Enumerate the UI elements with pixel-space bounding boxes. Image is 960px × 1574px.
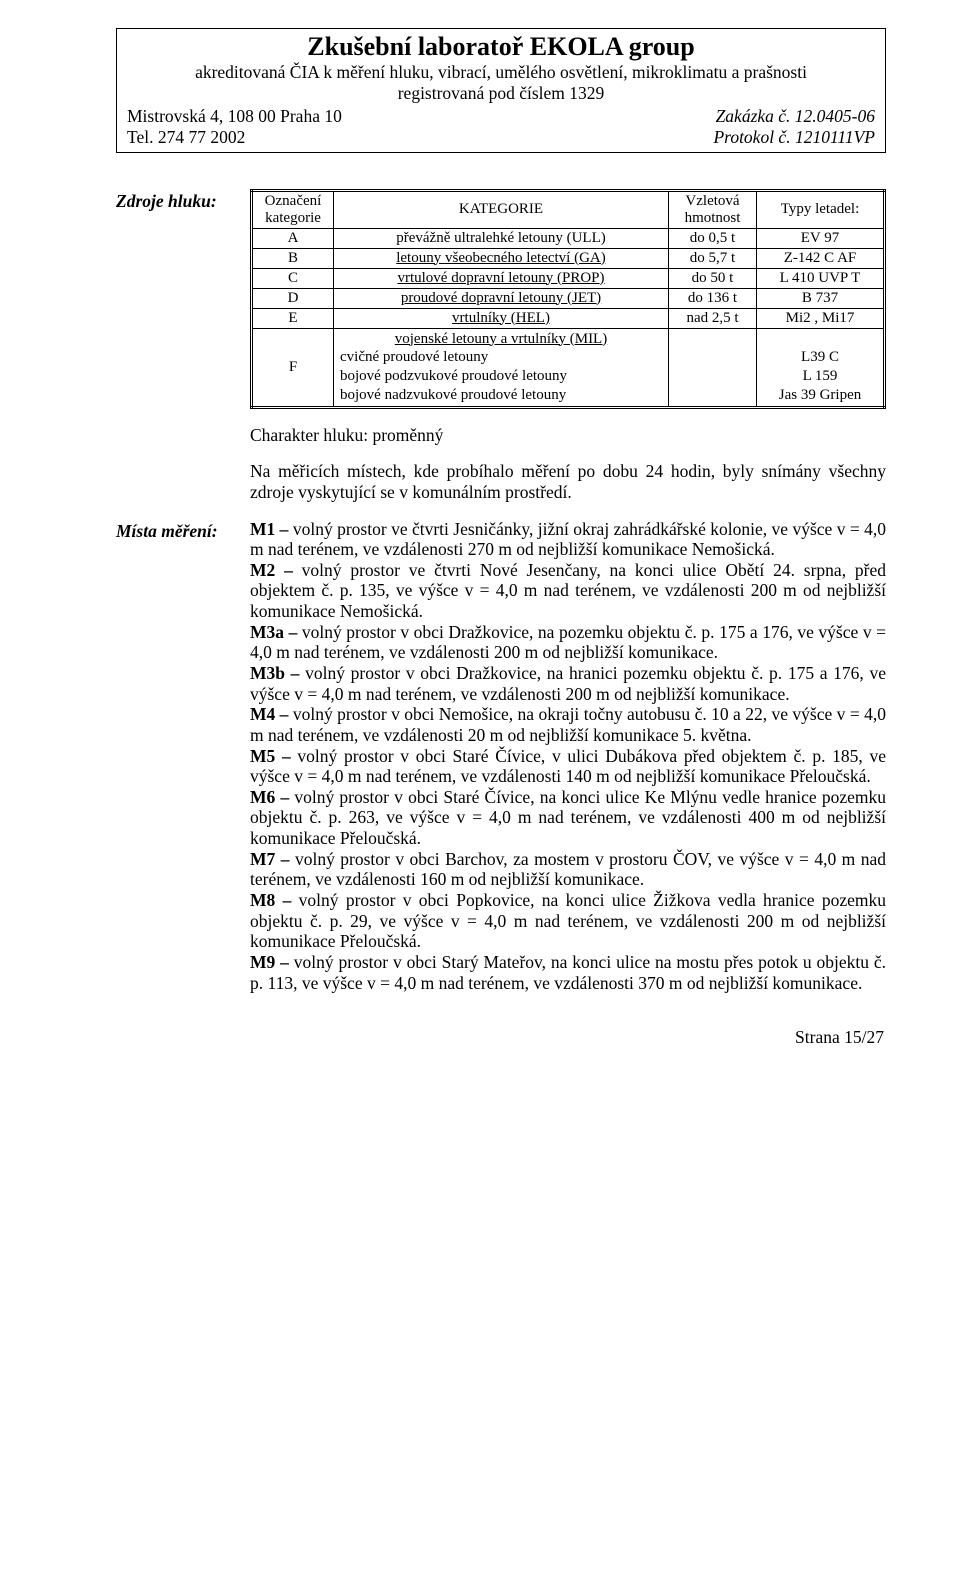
list-item: M5 – volný prostor v obci Staré Čívice, … xyxy=(250,746,886,787)
th-vzletova: Vzletová hmotnost xyxy=(669,190,757,228)
table-row: C vrtulové dopravní letouny (PROP) do 50… xyxy=(252,268,885,288)
list-item: M4 – volný prostor v obci Nemošice, na o… xyxy=(250,704,886,745)
lab-phone: Tel. 274 77 2002 xyxy=(127,127,245,148)
list-item: M7 – volný prostor v obci Barchov, za mo… xyxy=(250,849,886,890)
protocol-number: Protokol č. 1210111VP xyxy=(713,127,875,148)
section-label-places: Místa měření: xyxy=(116,519,250,994)
th-kategorie: KATEGORIE xyxy=(334,190,669,228)
list-item: M9 – volný prostor v obci Starý Mateřov,… xyxy=(250,952,886,993)
header-box: Zkušební laboratoř EKOLA group akreditov… xyxy=(116,28,886,153)
measurement-list: M1 – volný prostor ve čtvrti Jesničánky,… xyxy=(250,519,886,994)
table-row: B letouny všeobecného letectví (GA) do 5… xyxy=(252,248,885,268)
order-number: Zakázka č. 12.0405-06 xyxy=(716,106,875,127)
list-item: M3b – volný prostor v obci Dražkovice, n… xyxy=(250,663,886,704)
table-row: A převážně ultralehké letouny (ULL) do 0… xyxy=(252,228,885,248)
intro-paragraph: Na měřicích místech, kde probíhalo měřen… xyxy=(250,461,886,502)
table-row: E vrtulníky (HEL) nad 2,5 t Mi2 , Mi17 xyxy=(252,308,885,328)
lab-subtitle-2: registrovaná pod číslem 1329 xyxy=(127,83,875,104)
list-item: M1 – volný prostor ve čtvrti Jesničánky,… xyxy=(250,519,886,560)
table-row-F: F vojenské letouny a vrtulníky (MIL) cvi… xyxy=(252,328,885,407)
list-item: M6 – volný prostor v obci Staré Čívice, … xyxy=(250,787,886,849)
th-oznaceni: Označení kategorie xyxy=(252,190,334,228)
lab-address: Mistrovská 4, 108 00 Praha 10 xyxy=(127,106,342,127)
mil-cell: vojenské letouny a vrtulníky (MIL) cvičn… xyxy=(334,328,669,407)
section-label-sources: Zdroje hluku: xyxy=(116,189,250,503)
mil-types: L39 C L 159 Jas 39 Gripen xyxy=(757,328,885,407)
category-table: Označení kategorie KATEGORIE Vzletová hm… xyxy=(250,189,886,409)
lab-title: Zkušební laboratoř EKOLA group xyxy=(127,33,875,62)
list-item: M8 – volný prostor v obci Popkovice, na … xyxy=(250,890,886,952)
page-number: Strana 15/27 xyxy=(116,1027,886,1048)
th-typy: Typy letadel: xyxy=(757,190,885,228)
list-item: M2 – volný prostor ve čtvrti Nové Jesenč… xyxy=(250,560,886,622)
table-row: D proudové dopravní letouny (JET) do 136… xyxy=(252,288,885,308)
character-line: Charakter hluku: proměnný xyxy=(250,425,886,446)
lab-subtitle-1: akreditovaná ČIA k měření hluku, vibrací… xyxy=(127,62,875,83)
list-item: M3a – volný prostor v obci Dražkovice, n… xyxy=(250,622,886,663)
